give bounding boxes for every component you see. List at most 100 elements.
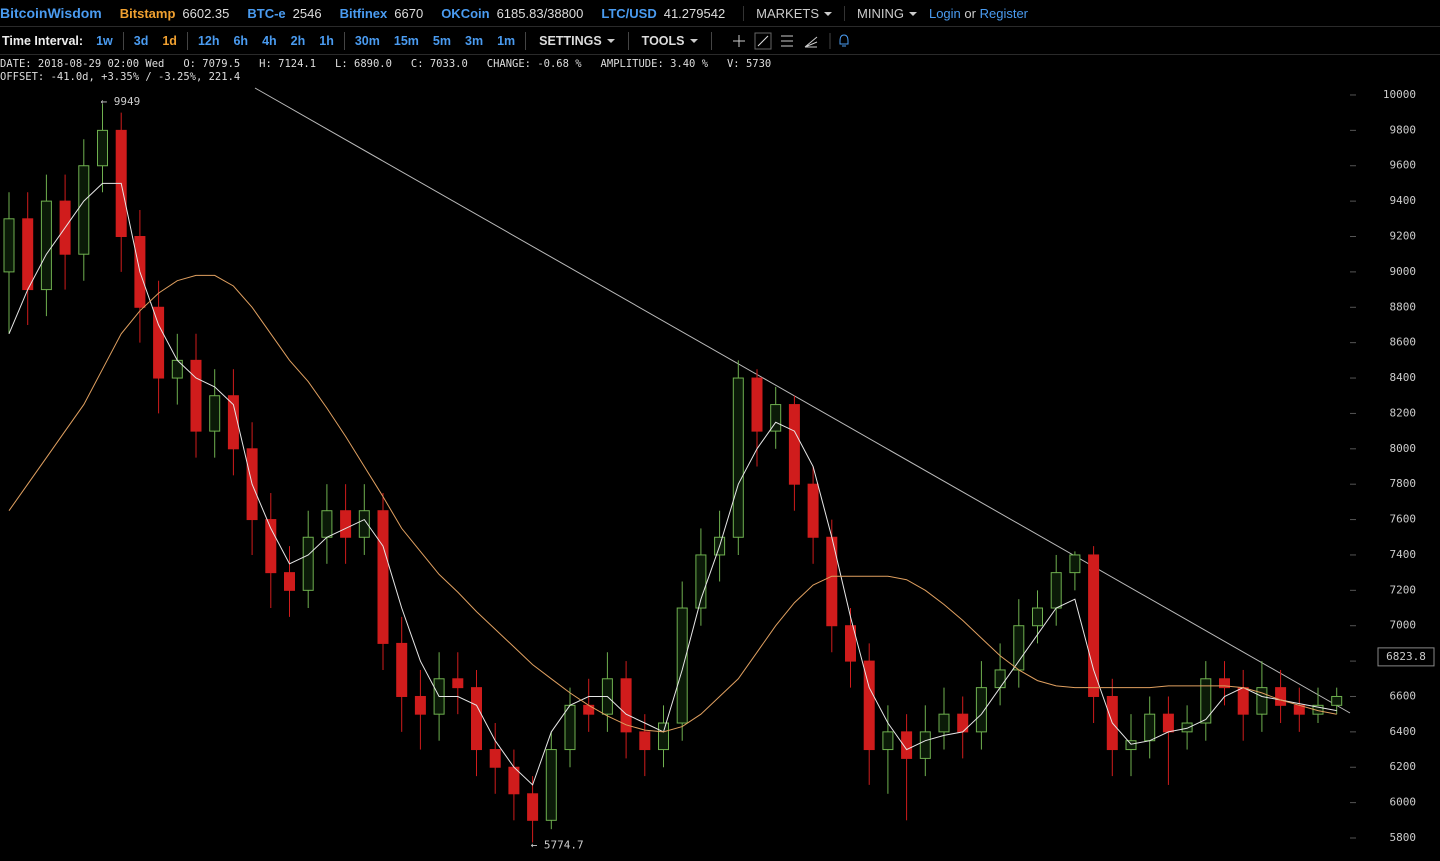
- candle-body: [452, 678, 464, 689]
- y-tick-label: 9800: [1390, 123, 1417, 136]
- candle-body: [171, 359, 183, 379]
- ticker-name[interactable]: Bitfinex: [339, 5, 388, 21]
- info-line: OFFSET: -41.0d, +3.35% / -3.25%, 221.4: [0, 70, 241, 83]
- candle-body: [1200, 678, 1212, 724]
- y-tick-label: 8200: [1390, 406, 1417, 419]
- ticker-price: 6185.83/38800: [496, 5, 584, 21]
- y-tick-label: 7200: [1390, 583, 1417, 596]
- candle-body: [284, 572, 295, 591]
- y-tick-label: 7000: [1390, 619, 1417, 632]
- candle-body: [508, 766, 520, 795]
- candle-body: [863, 660, 875, 751]
- candle-body: [358, 510, 370, 538]
- candle-body: [770, 404, 782, 432]
- candle-body: [788, 404, 800, 485]
- menu-label: MARKETS: [756, 5, 820, 21]
- login[interactable]: Login: [928, 5, 961, 21]
- ticker-price: 41.279542: [663, 5, 726, 21]
- interval[interactable]: 1d: [162, 33, 177, 48]
- register[interactable]: Register: [979, 5, 1029, 21]
- settings-label: SETTINGS: [539, 33, 602, 48]
- y-tick-label: 5800: [1390, 831, 1417, 844]
- candle-body: [583, 704, 595, 715]
- info-panel: DATE: 2018-08-29 02:00 Wed O: 7079.5 H: …: [0, 58, 771, 83]
- candle-body: [1050, 572, 1062, 609]
- y-tick-label: 8400: [1390, 371, 1417, 384]
- price-tag: 6823.8: [1386, 650, 1426, 663]
- extreme-label: ← 5774.7: [531, 838, 584, 851]
- or: or: [964, 5, 976, 21]
- interval[interactable]: 2h: [290, 33, 306, 48]
- menu[interactable]: MARKETS: [743, 5, 844, 21]
- interval[interactable]: 1m: [497, 33, 516, 48]
- y-tick-label: 6400: [1390, 725, 1417, 738]
- y-tick-label: 9400: [1390, 194, 1417, 207]
- candle-body: [1219, 678, 1230, 689]
- interval[interactable]: 1w: [96, 33, 113, 48]
- candle-body: [1069, 554, 1081, 574]
- candle-body: [751, 377, 763, 432]
- candle-body: [340, 510, 352, 538]
- ticker-name[interactable]: OKCoin: [441, 5, 490, 21]
- candle-body: [1293, 704, 1305, 715]
- y-tick-label: 10000: [1383, 88, 1416, 101]
- candle-body: [1312, 704, 1324, 715]
- candle-body: [1032, 607, 1043, 627]
- interval[interactable]: 3m: [465, 33, 484, 48]
- y-tick-label: 6000: [1390, 796, 1417, 809]
- candle-body: [658, 722, 669, 751]
- candle-body: [134, 236, 146, 308]
- ticker-name[interactable]: BTC-e: [247, 5, 286, 21]
- candle-body: [1275, 687, 1287, 706]
- candle-body: [1181, 722, 1193, 733]
- candle-body: [414, 695, 426, 715]
- interval[interactable]: 4h: [262, 33, 277, 48]
- ticker-name[interactable]: LTC/USD: [601, 5, 657, 21]
- y-tick-label: 7800: [1390, 477, 1417, 490]
- trend-line: [254, 87, 1351, 714]
- current-price-tag: 6823.8: [1377, 647, 1435, 667]
- candle-body: [190, 359, 202, 432]
- interval[interactable]: 5m: [432, 33, 451, 48]
- settings[interactable]: SETTINGS: [529, 34, 625, 48]
- interval[interactable]: 1h: [319, 33, 334, 48]
- candle-body: [807, 483, 819, 538]
- menu-label: MINING: [857, 5, 904, 21]
- tool-icons[interactable]: [725, 31, 865, 51]
- y-tick-label: 6800: [1390, 654, 1417, 667]
- y-tick-label: 7600: [1390, 513, 1417, 526]
- ticker-price: 6602.35: [182, 5, 230, 21]
- candle-body: [732, 377, 744, 538]
- candle-body: [1106, 695, 1118, 751]
- interval[interactable]: 15m: [393, 33, 419, 48]
- candle-body: [78, 165, 90, 255]
- candle-body: [1144, 713, 1156, 742]
- candle-body: [601, 678, 613, 715]
- candle-body: [714, 536, 726, 556]
- candle-body: [3, 218, 15, 273]
- candle-body: [620, 678, 632, 733]
- ticker-name[interactable]: Bitstamp: [119, 5, 176, 21]
- interval[interactable]: 12h: [197, 33, 220, 48]
- moving-average: [8, 182, 1337, 786]
- candle-body: [59, 200, 71, 255]
- candle-body: [919, 731, 931, 759]
- menu[interactable]: MINING: [844, 5, 929, 21]
- interval[interactable]: 30m: [354, 33, 380, 48]
- ticker-price: 2546: [292, 5, 322, 21]
- y-tick-label: 8800: [1390, 300, 1417, 313]
- candle-body: [265, 519, 277, 574]
- tools[interactable]: TOOLS: [632, 34, 708, 48]
- candle-body: [938, 713, 950, 733]
- candle-body: [97, 129, 108, 167]
- candle-body: [826, 536, 838, 627]
- interval[interactable]: 3d: [133, 33, 149, 48]
- interval[interactable]: 6h: [233, 33, 249, 48]
- candle-body: [957, 713, 969, 733]
- brand[interactable]: BitcoinWisdom: [0, 5, 102, 21]
- candle-body: [676, 607, 688, 724]
- candle-body: [882, 731, 894, 751]
